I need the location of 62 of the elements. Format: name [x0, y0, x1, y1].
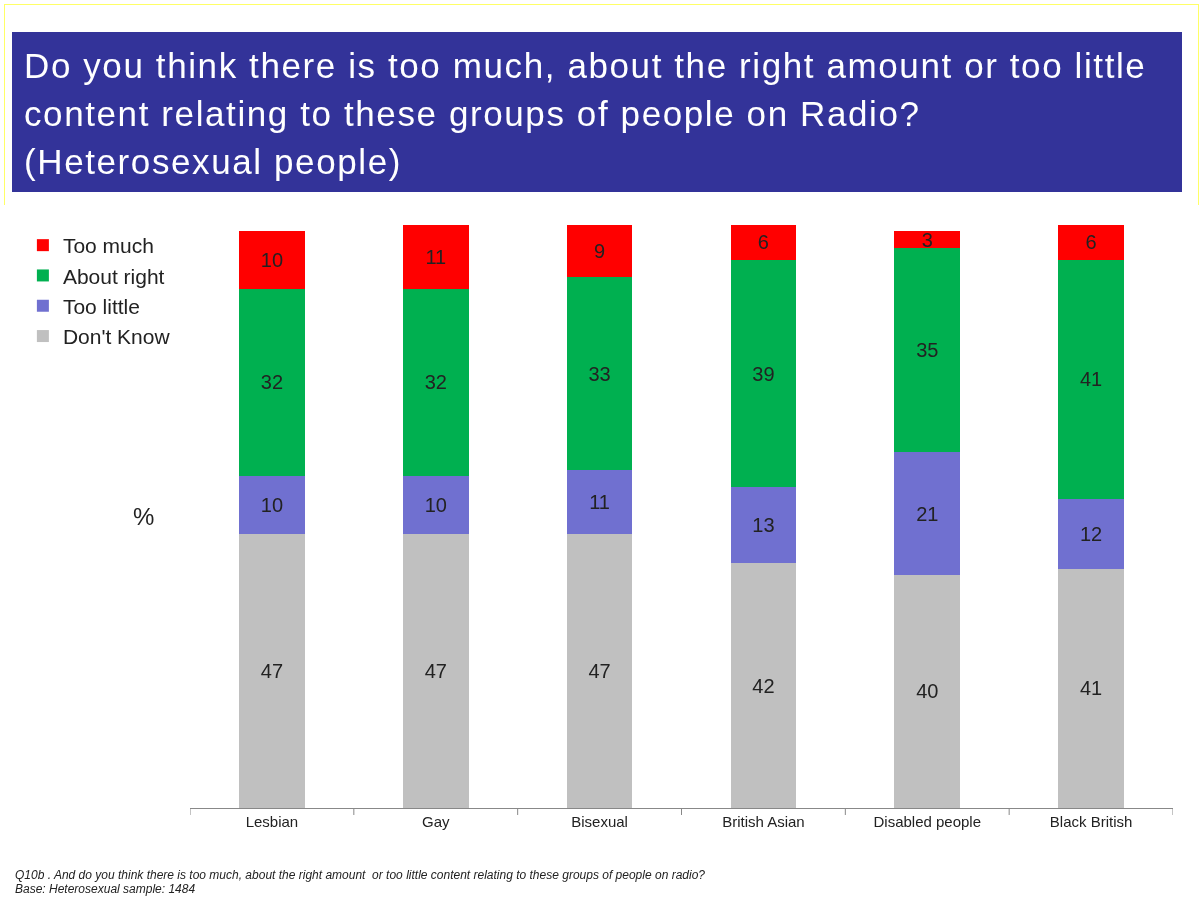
data-label: 47 [588, 659, 611, 682]
x-tick-label: Lesbian [245, 813, 299, 830]
data-label: 6 [757, 231, 769, 254]
legend-label: About right [62, 264, 165, 288]
data-label: 39 [752, 362, 775, 385]
bar [566, 469, 633, 534]
data-label: 47 [260, 659, 284, 682]
data-label: 11 [425, 246, 447, 269]
data-label: 9 [594, 240, 606, 263]
bar [239, 533, 305, 808]
bar [402, 225, 469, 290]
bar [894, 452, 961, 575]
x-tick-label: Bisexual [571, 813, 628, 830]
bar [1058, 568, 1124, 808]
bar [1058, 225, 1124, 260]
data-label: 47 [424, 659, 447, 682]
x-tick-label: Gay [421, 813, 450, 830]
data-label: 42 [752, 674, 775, 697]
y-axis-title: % [133, 503, 155, 530]
legend-label: Don't Know [62, 325, 171, 349]
bar [566, 225, 633, 278]
data-label: 32 [424, 371, 447, 394]
x-tick-label: British Asian [722, 813, 805, 830]
data-label: 10 [260, 248, 284, 271]
bar [894, 230, 961, 249]
x-tick-label: Disabled people [873, 813, 982, 830]
data-label: 12 [1079, 522, 1103, 545]
bar [894, 248, 961, 453]
data-label: 32 [260, 371, 284, 394]
chart-title: Do you think there is too much, about the right amount or too little content relating to these groups of people on Radio? (Heterosexual people) [12, 32, 1182, 192]
bar [239, 230, 305, 290]
bar [566, 277, 633, 470]
bar [730, 487, 797, 564]
bar [402, 533, 469, 808]
data-label: 21 [916, 502, 939, 525]
bar [730, 563, 797, 808]
legend-label: Too much [62, 234, 154, 258]
data-label: 41 [1079, 677, 1103, 700]
bar [402, 289, 469, 476]
data-label: 11 [589, 490, 610, 513]
bar [1058, 499, 1124, 569]
data-label: 33 [588, 362, 611, 385]
bar [730, 225, 797, 260]
data-label: 35 [916, 339, 939, 362]
data-label: 3 [921, 228, 933, 251]
bar [894, 574, 961, 808]
data-label: 10 [260, 493, 284, 516]
bar [402, 475, 469, 534]
bar [566, 533, 633, 808]
data-label: 41 [1079, 368, 1103, 391]
x-tick-label: Black British [1049, 813, 1133, 830]
text: Q10b . And do you think there is too much, about the right amount or too little content relating to these groups of people on radio? [15, 868, 706, 882]
data-label: 10 [424, 493, 447, 516]
bar [239, 289, 305, 476]
data-label: 13 [752, 514, 775, 537]
text: Base: Heterosexual sample: 1484 [15, 882, 196, 896]
data-label: 6 [1085, 231, 1097, 254]
bar [1058, 259, 1124, 500]
bar [730, 259, 797, 488]
bar [239, 475, 305, 534]
legend-label: Too little [62, 294, 140, 318]
data-label: 40 [916, 680, 939, 703]
